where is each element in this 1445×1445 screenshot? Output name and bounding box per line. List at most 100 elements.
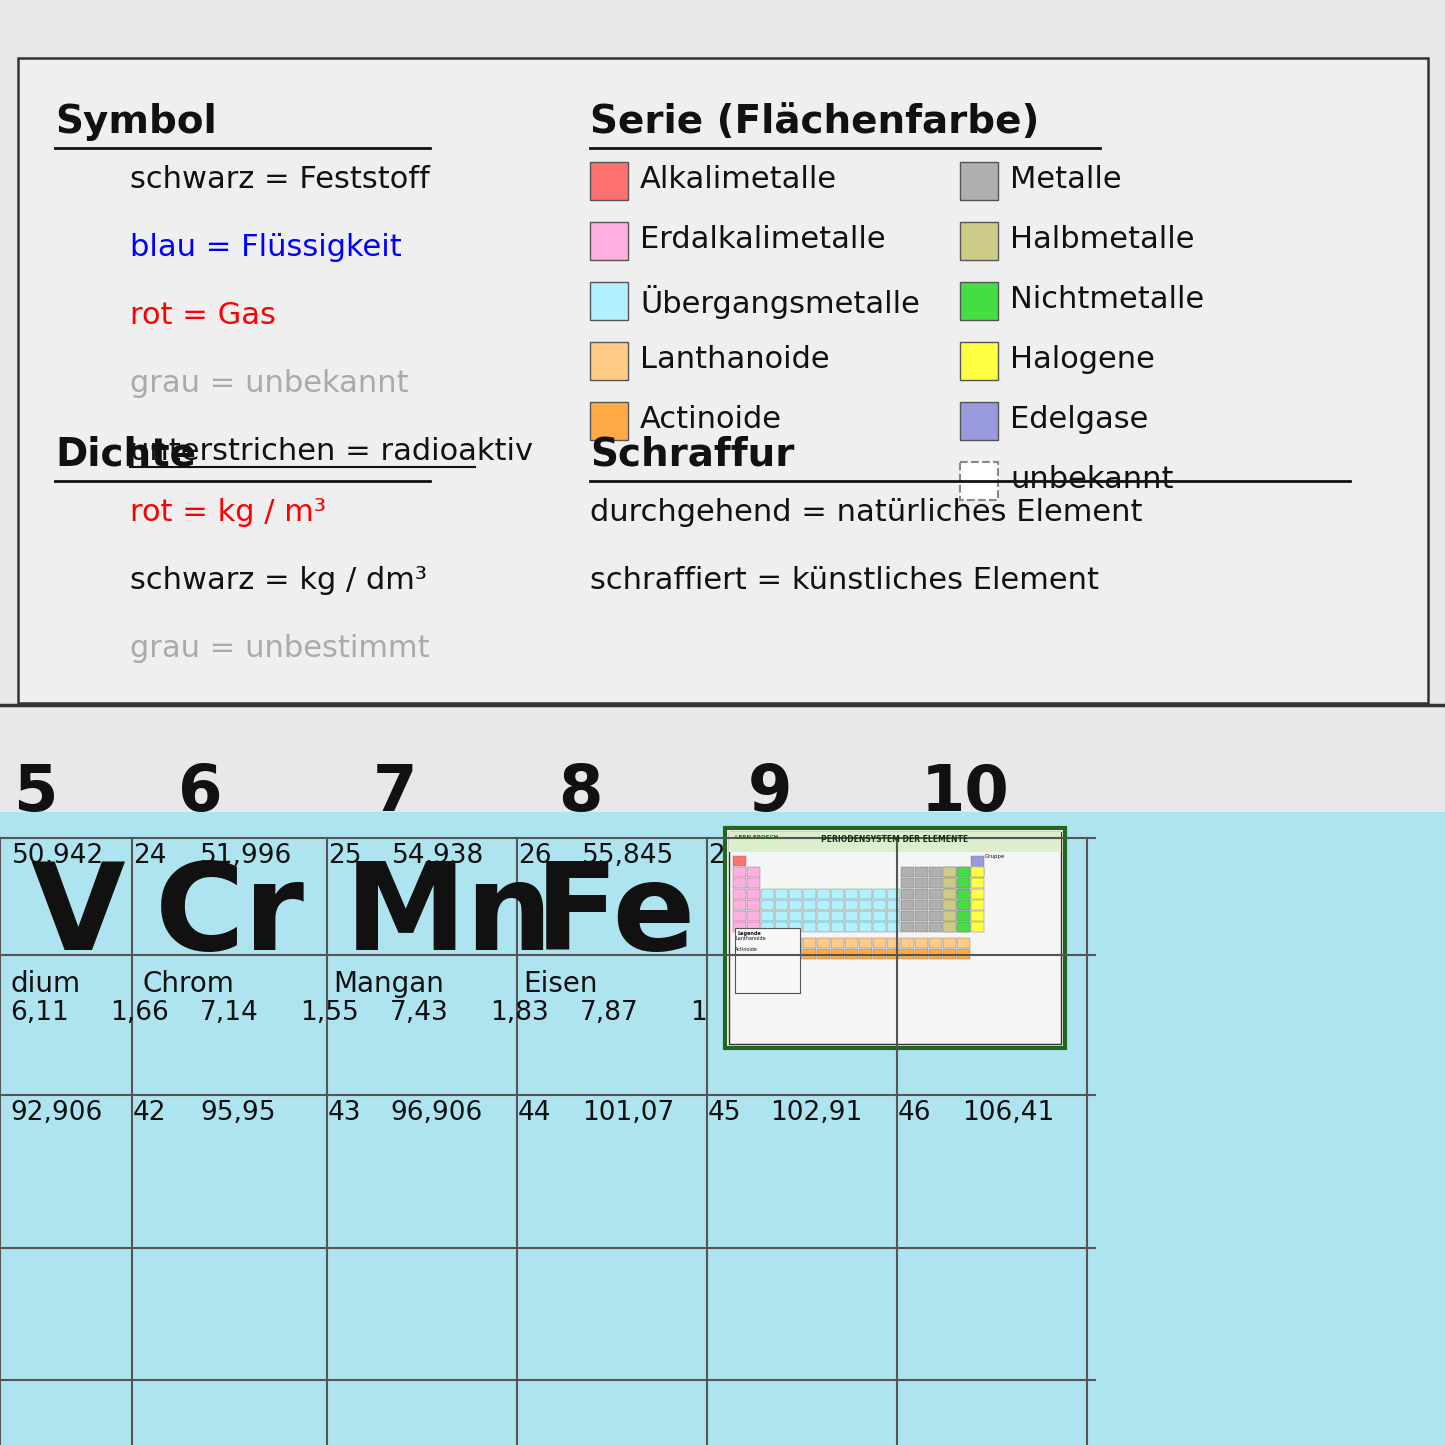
Text: 7,43: 7,43 — [390, 1000, 449, 1026]
Text: 7,87: 7,87 — [579, 1000, 639, 1026]
Bar — [944, 889, 957, 899]
Bar — [971, 867, 984, 877]
Text: Actinoide: Actinoide — [736, 946, 757, 952]
Bar — [831, 900, 844, 910]
Text: 1,55: 1,55 — [301, 1000, 358, 1026]
Text: 10: 10 — [920, 762, 1010, 824]
Bar — [816, 889, 829, 899]
Text: Mangan: Mangan — [332, 970, 444, 998]
Bar — [929, 867, 942, 877]
Bar — [957, 889, 970, 899]
Bar — [959, 402, 998, 439]
Bar — [957, 867, 970, 877]
Text: Actinoide: Actinoide — [640, 405, 782, 433]
Text: 1,83: 1,83 — [490, 1000, 549, 1026]
Bar — [803, 910, 816, 920]
Bar — [929, 879, 942, 889]
Text: Serie (Flächenfarbe): Serie (Flächenfarbe) — [590, 103, 1039, 142]
Text: 95,95: 95,95 — [199, 1100, 276, 1126]
Bar — [858, 900, 871, 910]
Text: Metalle: Metalle — [1010, 165, 1121, 194]
Text: schraffiert = künstliches Element: schraffiert = künstliches Element — [590, 566, 1100, 595]
Bar — [887, 922, 900, 932]
Bar — [590, 162, 629, 199]
Bar — [873, 889, 886, 899]
Text: 101,07: 101,07 — [582, 1100, 675, 1126]
Text: Nichtmetalle: Nichtmetalle — [1010, 285, 1204, 314]
Text: Gruppe: Gruppe — [985, 854, 1006, 858]
Bar — [831, 889, 844, 899]
Text: 7: 7 — [373, 762, 418, 824]
Bar — [816, 938, 829, 948]
Bar — [873, 910, 886, 920]
Text: Halogene: Halogene — [1010, 345, 1155, 374]
Bar — [803, 938, 816, 948]
Bar — [902, 900, 915, 910]
Text: 46: 46 — [897, 1100, 932, 1126]
Bar — [747, 879, 760, 889]
Text: 44: 44 — [517, 1100, 552, 1126]
Bar — [957, 949, 970, 959]
Bar — [858, 910, 871, 920]
Text: durchgehend = natürliches Element: durchgehend = natürliches Element — [590, 499, 1143, 527]
Bar — [845, 900, 858, 910]
Bar — [915, 949, 928, 959]
Bar — [971, 889, 984, 899]
Bar — [959, 282, 998, 319]
Bar — [803, 949, 816, 959]
Text: 24: 24 — [133, 842, 166, 868]
Bar — [17, 58, 1428, 704]
Bar — [902, 879, 915, 889]
Bar — [590, 282, 629, 319]
Bar — [728, 832, 1061, 1043]
Text: 102,91: 102,91 — [770, 1100, 863, 1126]
Bar — [845, 938, 858, 948]
Text: Mn: Mn — [345, 858, 553, 975]
Bar — [858, 949, 871, 959]
Text: 51,996: 51,996 — [199, 842, 292, 868]
Bar — [929, 949, 942, 959]
Bar — [957, 922, 970, 932]
Text: 1,66: 1,66 — [110, 1000, 169, 1026]
Bar — [747, 900, 760, 910]
Text: Schraffur: Schraffur — [590, 436, 795, 474]
Bar — [733, 910, 746, 920]
Text: 26: 26 — [517, 842, 552, 868]
Bar — [915, 867, 928, 877]
Bar — [845, 949, 858, 959]
Bar — [0, 757, 1445, 812]
Text: Lanthanoide: Lanthanoide — [640, 345, 829, 374]
Text: 25: 25 — [328, 842, 361, 868]
Bar — [873, 900, 886, 910]
Text: unterstrichen = radioaktiv: unterstrichen = radioaktiv — [130, 436, 533, 465]
Text: schwarz = kg / dm³: schwarz = kg / dm³ — [130, 566, 428, 595]
Text: 50,942: 50,942 — [12, 842, 104, 868]
Bar — [762, 900, 775, 910]
Bar — [747, 910, 760, 920]
Bar — [915, 889, 928, 899]
Bar — [775, 889, 788, 899]
Bar — [873, 922, 886, 932]
Bar — [957, 910, 970, 920]
Bar — [944, 900, 957, 910]
Bar — [944, 900, 957, 910]
Bar — [590, 342, 629, 380]
Bar — [971, 910, 984, 920]
Bar — [959, 223, 998, 260]
Text: Cr: Cr — [155, 858, 305, 975]
Bar — [590, 402, 629, 439]
Bar — [845, 922, 858, 932]
Bar — [762, 910, 775, 920]
Text: Übergangsmetalle: Übergangsmetalle — [640, 285, 920, 319]
Bar — [762, 889, 775, 899]
Bar — [775, 922, 788, 932]
Bar — [929, 900, 942, 910]
Text: Lanthanoide: Lanthanoide — [736, 936, 766, 941]
Text: 6: 6 — [178, 762, 223, 824]
Bar — [887, 949, 900, 959]
Bar — [789, 938, 802, 948]
Bar — [733, 867, 746, 877]
Text: grau = unbekannt: grau = unbekannt — [130, 368, 409, 397]
Text: Alkalimetalle: Alkalimetalle — [640, 165, 837, 194]
Bar — [789, 922, 802, 932]
